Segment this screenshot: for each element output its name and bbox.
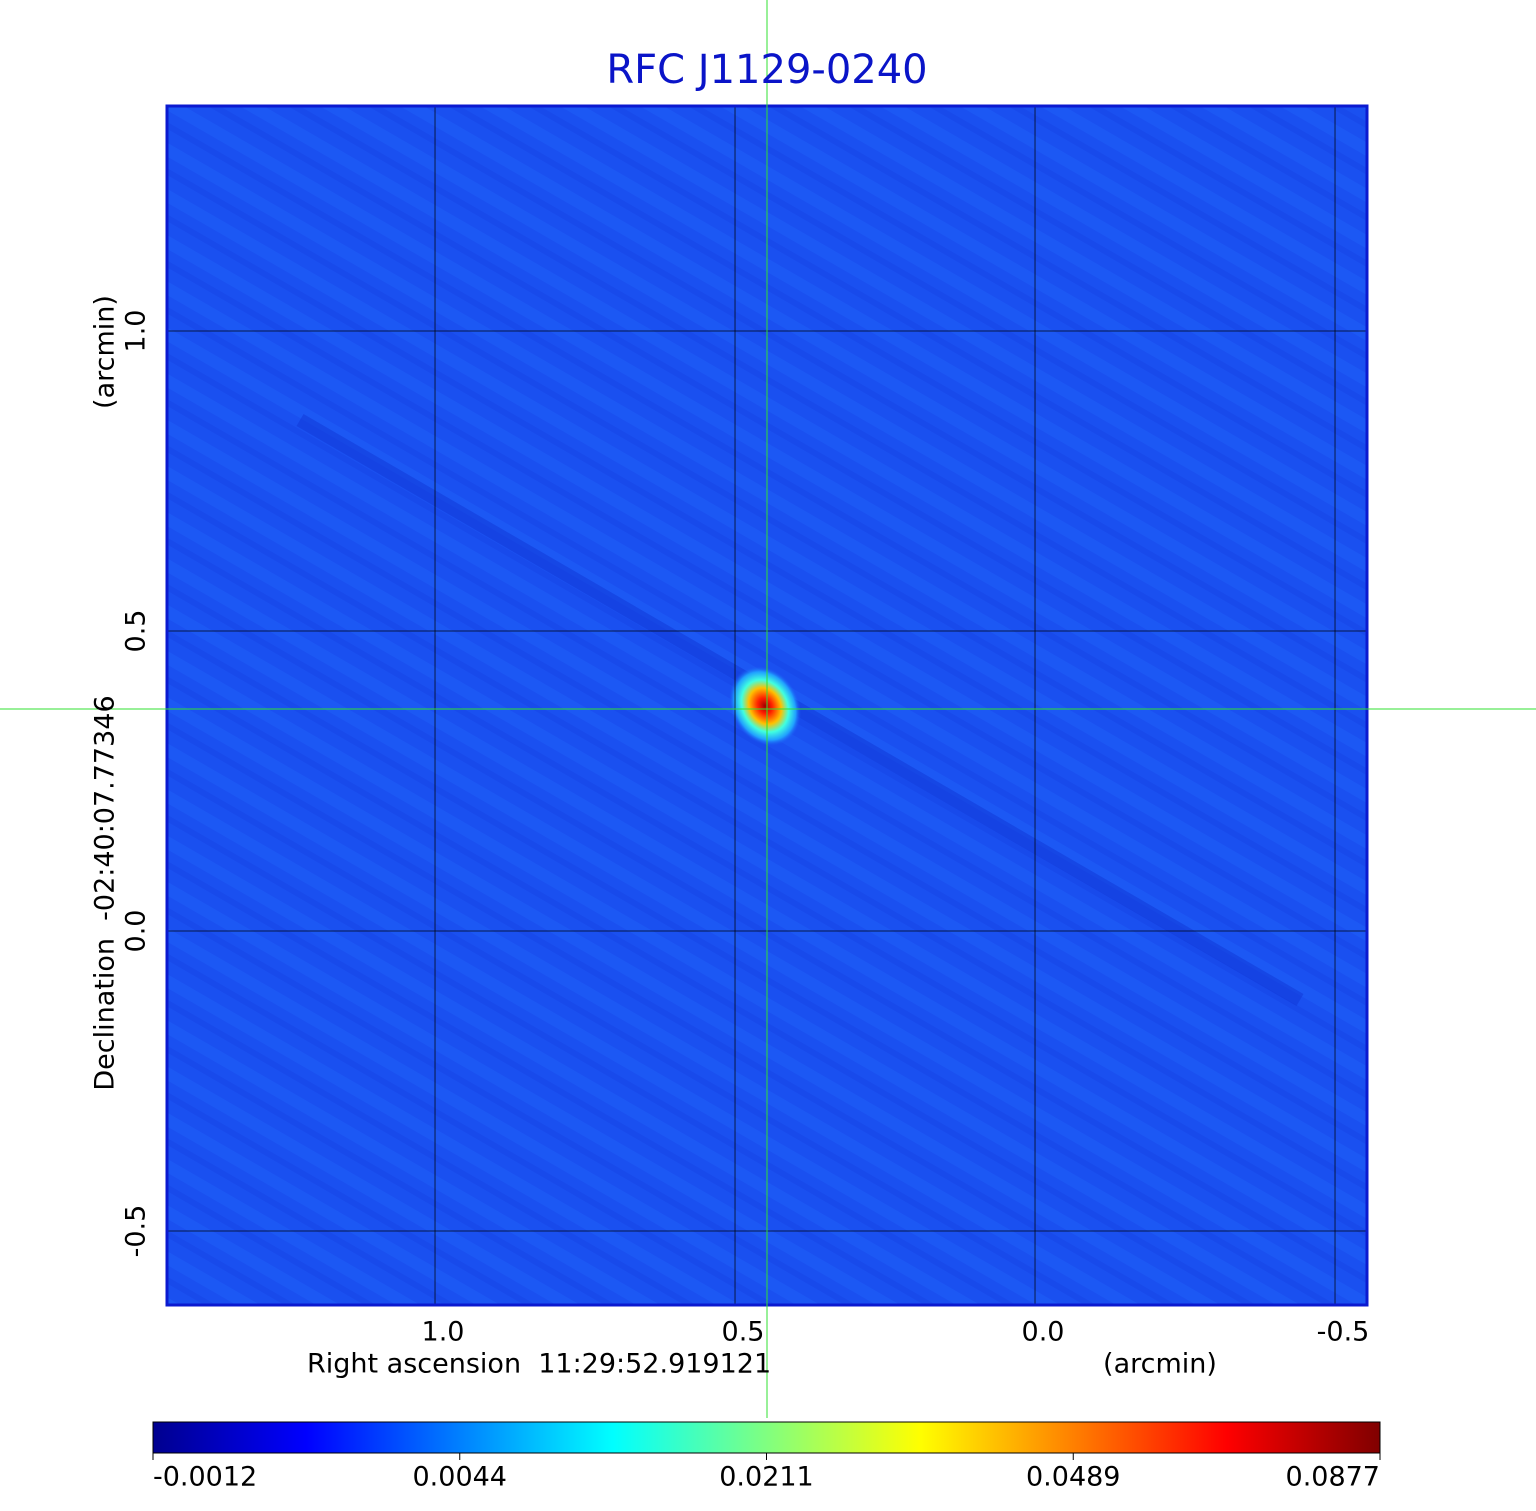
colorbar-tick-label: -0.0012 [153,1462,257,1493]
colorbar-tick-label: 0.0877 [1286,1462,1380,1493]
x-tick-label: -0.5 [1317,1317,1370,1348]
source [728,665,802,747]
colorbar-tick-label: 0.0211 [719,1462,813,1493]
x-tick-label: 0.5 [722,1317,765,1348]
y-tick-label: -0.5 [121,1205,152,1258]
y-tick-label: 0.0 [121,910,152,953]
colorbar-tick-label: 0.0489 [1026,1462,1120,1493]
colorbar-tick-label: 0.0044 [413,1462,507,1493]
x-axis-unit: (arcmin) [1103,1349,1217,1380]
x-tick-label: 0.0 [1022,1317,1065,1348]
colorbar [152,1421,1381,1454]
x-axis-label: Right ascension 11:29:52.919121 [307,1349,771,1380]
y-axis-unit: (arcmin) [90,295,121,409]
chart-title: RFC J1129-0240 [606,47,927,93]
x-tick-label: 1.0 [422,1317,465,1348]
y-tick-label: 0.5 [121,610,152,653]
y-axis-label: Declination -02:40:07.77346 [90,695,121,1090]
y-tick-label: 1.0 [121,310,152,353]
